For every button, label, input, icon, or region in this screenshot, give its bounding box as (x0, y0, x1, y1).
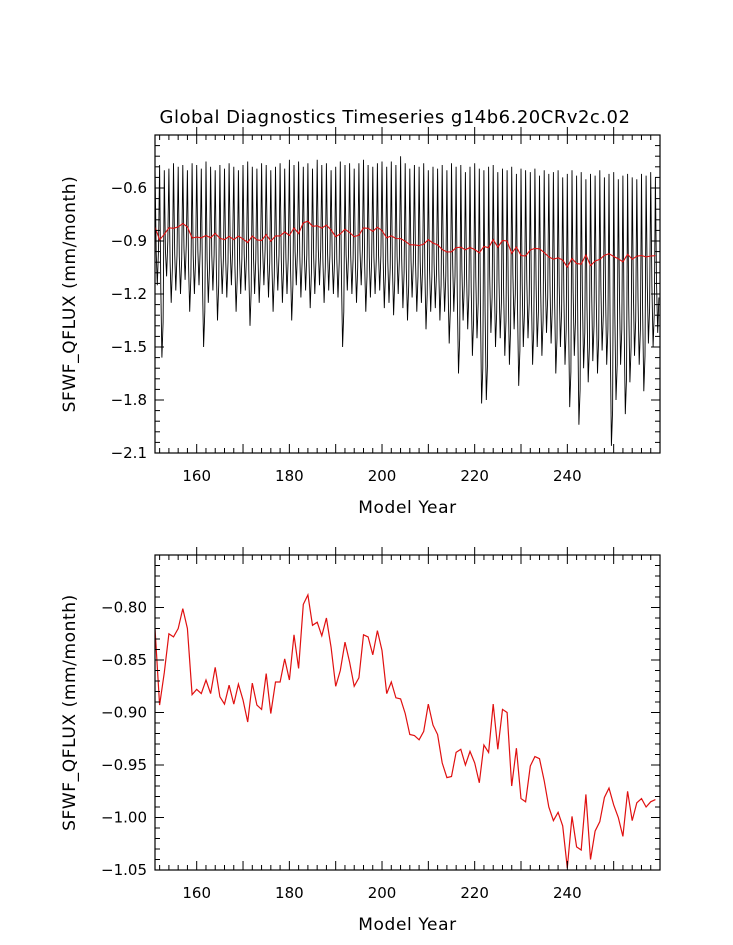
y-tick-label: −0.80 (101, 599, 147, 617)
annual-mean-series-line (155, 220, 656, 269)
monthly-series-line (155, 156, 660, 446)
x-tick-label: 200 (368, 467, 397, 485)
top-plot-frame (154, 134, 661, 454)
y-tick-label: −1.5 (111, 338, 147, 356)
top-axis-ticks: 160 180 200 220 240 −0.6 −0.9 −1.2 −1.5 −1.8 −2.1 (111, 127, 660, 485)
bottom-axis-ticks: 160 180 200 220 240 −0.80 −0.85 −0.90 −0.95 −1.00… (101, 547, 660, 902)
y-tick-label: −2.1 (111, 444, 147, 462)
y-tick-label: −0.6 (111, 179, 147, 197)
x-tick-label: 240 (553, 467, 582, 485)
annual-mean-series-line (155, 592, 656, 868)
top-plot-marks (155, 156, 660, 446)
y-tick-label: −1.2 (111, 285, 147, 303)
y-tick-label: −1.00 (101, 809, 147, 827)
chart-title: Global Diagnostics Timeseries g14b6.20CR… (160, 107, 631, 128)
top-y-axis-label: SFWF_QFLUX (mm/month) (60, 176, 80, 413)
top-panel: Global Diagnostics Timeseries g14b6.20CR… (60, 107, 661, 518)
x-tick-label: 160 (182, 467, 211, 485)
y-tick-label: −0.85 (101, 651, 147, 669)
x-tick-label: 180 (275, 884, 304, 902)
x-tick-label: 200 (368, 884, 397, 902)
bottom-y-axis-label: SFWF_QFLUX (mm/month) (60, 594, 80, 831)
y-tick-label: −0.9 (111, 232, 147, 250)
x-tick-label: 180 (275, 467, 304, 485)
bottom-plot-frame (154, 554, 661, 871)
bottom-plot-marks (155, 592, 656, 868)
bottom-panel: 160 180 200 220 240 −0.80 −0.85 −0.90 −0.95 −1.00… (60, 547, 661, 935)
y-tick-label: −0.95 (101, 756, 147, 774)
x-tick-label: 240 (553, 884, 582, 902)
top-x-axis-label: Model Year (358, 498, 456, 518)
bottom-x-axis-label: Model Year (358, 915, 456, 935)
y-tick-label: −1.05 (101, 861, 147, 879)
y-tick-label: −0.90 (101, 704, 147, 722)
x-tick-label: 220 (460, 884, 489, 902)
x-tick-label: 160 (182, 884, 211, 902)
x-tick-label: 220 (460, 467, 489, 485)
y-tick-label: −1.8 (111, 391, 147, 409)
